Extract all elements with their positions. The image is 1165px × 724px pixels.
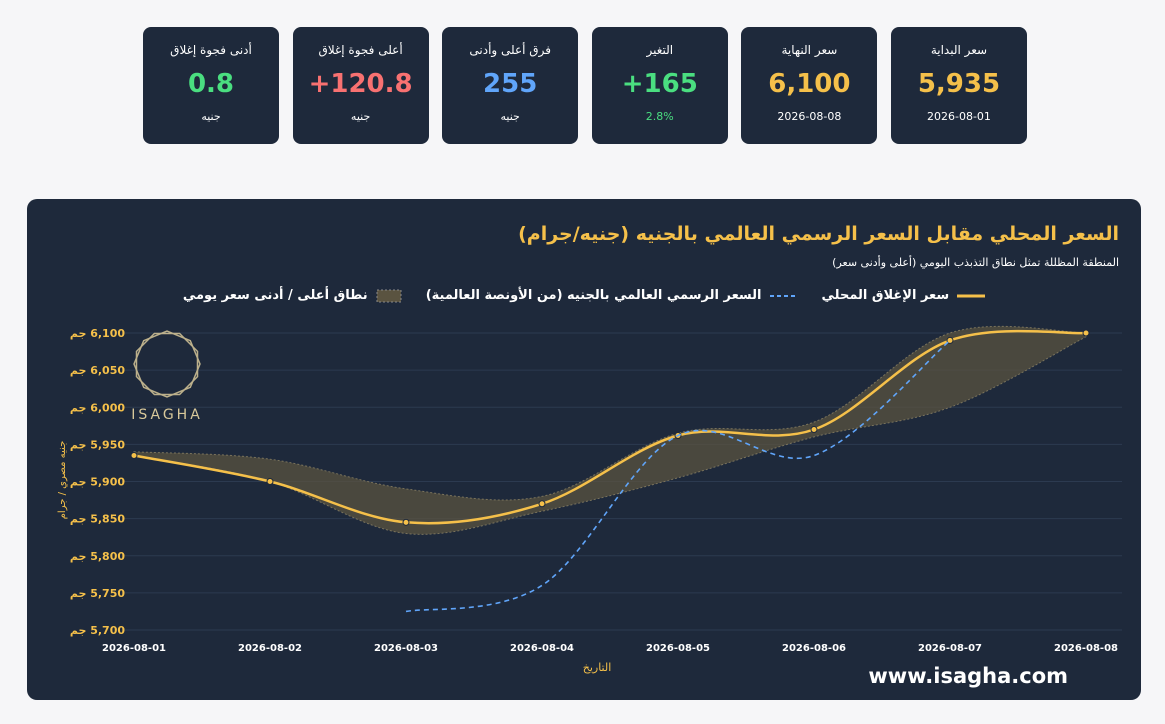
x-tick-label: 2026-08-06 (782, 643, 846, 654)
card-label: أعلى فجوة إغلاق (318, 43, 403, 57)
logo-shape (133, 330, 201, 398)
website: www.isagha.com (868, 664, 1068, 688)
x-tick-label: 2026-08-04 (510, 643, 574, 654)
x-tick-label: 2026-08-07 (918, 643, 982, 654)
legend-item: السعر الرسمي العالمي بالجنيه (من الأونصة… (426, 288, 798, 303)
stat-cards: سعر البداية 5,935 2026-08-01 سعر النهاية 6,1… (143, 27, 1027, 144)
y-tick-label: 6,050 جم (70, 364, 126, 377)
chart-subtitle: المنطقة المظللة تمثل نطاق التذبذب اليومي… (832, 256, 1119, 269)
x-tick-label: 2026-08-02 (238, 643, 302, 654)
y-tick-label: 5,800 جم (70, 550, 126, 563)
legend-swatch (376, 289, 402, 302)
point (402, 518, 410, 526)
stat-card: سعر البداية 5,935 2026-08-01 (890, 27, 1027, 144)
legend-swatch (957, 294, 986, 297)
card-sub: جنيه (350, 110, 371, 123)
card-label: فرق أعلى وأدنى (469, 43, 551, 57)
card-label: سعر النهاية (781, 43, 838, 57)
card-sub: 2026-08-01 (927, 110, 991, 123)
card-sub: جنيه (201, 110, 221, 123)
y-axis-title: جنيه مصري / جرام (57, 441, 68, 520)
x-tick-label: 2026-08-08 (1054, 643, 1118, 654)
y-tick-label: 5,750 جم (70, 587, 126, 600)
card-label: التغير (646, 43, 674, 57)
legend-label: سعر الإغلاق المحلي (821, 288, 950, 303)
point (130, 452, 138, 460)
card-label: أدنى فجوة إغلاق (170, 43, 252, 57)
logo-shape (135, 332, 199, 396)
y-tick-label: 6,000 جم (70, 401, 126, 414)
y-tick-label: 5,700 جم (70, 624, 126, 637)
x-axis-title: التاريخ (583, 661, 612, 674)
watermark-text: ISAGHA (131, 407, 203, 423)
chart-title: السعر المحلي مقابل السعر الرسمي العالمي … (518, 223, 1119, 245)
card-sub: 2.8% (645, 110, 674, 123)
card-sub: جنيه (500, 110, 520, 123)
legend-item: نطاق أعلى / أدنى سعر يومي (183, 288, 402, 303)
card-value: 5,935 (917, 69, 1001, 99)
band-area (133, 325, 1087, 535)
point (1082, 329, 1090, 337)
y-tick-label: 5,950 جم (70, 438, 126, 451)
card-sub: 2026-08-08 (777, 110, 842, 123)
watermark (133, 330, 201, 398)
point (810, 426, 818, 434)
chart: 5,700 جم 5,750 جم 5,800 جم 5,850 جم 5,900 جم… (57, 325, 1122, 674)
card-value: 165+ (621, 69, 698, 99)
x-tick-label: 2026-08-01 (102, 643, 166, 654)
card-value: 120.8+ (308, 69, 413, 99)
card-value: 0.8 (187, 69, 235, 99)
point (538, 500, 546, 508)
legend-label: نطاق أعلى / أدنى سعر يومي (182, 288, 368, 303)
series-line (133, 329, 1087, 525)
x-tick-label: 2026-08-03 (374, 643, 438, 654)
point (946, 336, 954, 344)
legend-swatch (769, 294, 798, 297)
y-tick-label: 6,100 جم (70, 327, 126, 340)
legend-item: سعر الإغلاق المحلي (822, 288, 986, 303)
card-label: سعر البداية (930, 43, 988, 57)
stat-card: سعر النهاية 6,100 2026-08-08 (741, 27, 878, 144)
series-line (405, 339, 951, 613)
stat-card: التغير 165+ 2.8% (591, 27, 728, 144)
x-tick-label: 2026-08-05 (646, 643, 710, 654)
legend-label: السعر الرسمي العالمي بالجنيه (من الأونصة… (425, 288, 762, 303)
y-tick-label: 5,900 جم (70, 476, 126, 489)
card-value: 255 (483, 69, 538, 99)
card-value: 6,100 (768, 69, 851, 99)
point (266, 478, 274, 485)
legend: سعر الإغلاق المحلي السعر الرسمي العالمي … (27, 288, 1141, 303)
y-tick-label: 5,850 جم (70, 513, 126, 526)
stat-card: أعلى فجوة إغلاق 120.8+ جنيه (292, 27, 429, 144)
stat-card: فرق أعلى وأدنى 255 جنيه (442, 27, 579, 144)
chart-panel: 5,700 جم 5,750 جم 5,800 جم 5,850 جم 5,900 جم… (27, 199, 1141, 700)
stat-card: أدنى فجوة إغلاق 0.8 جنيه (143, 27, 279, 144)
